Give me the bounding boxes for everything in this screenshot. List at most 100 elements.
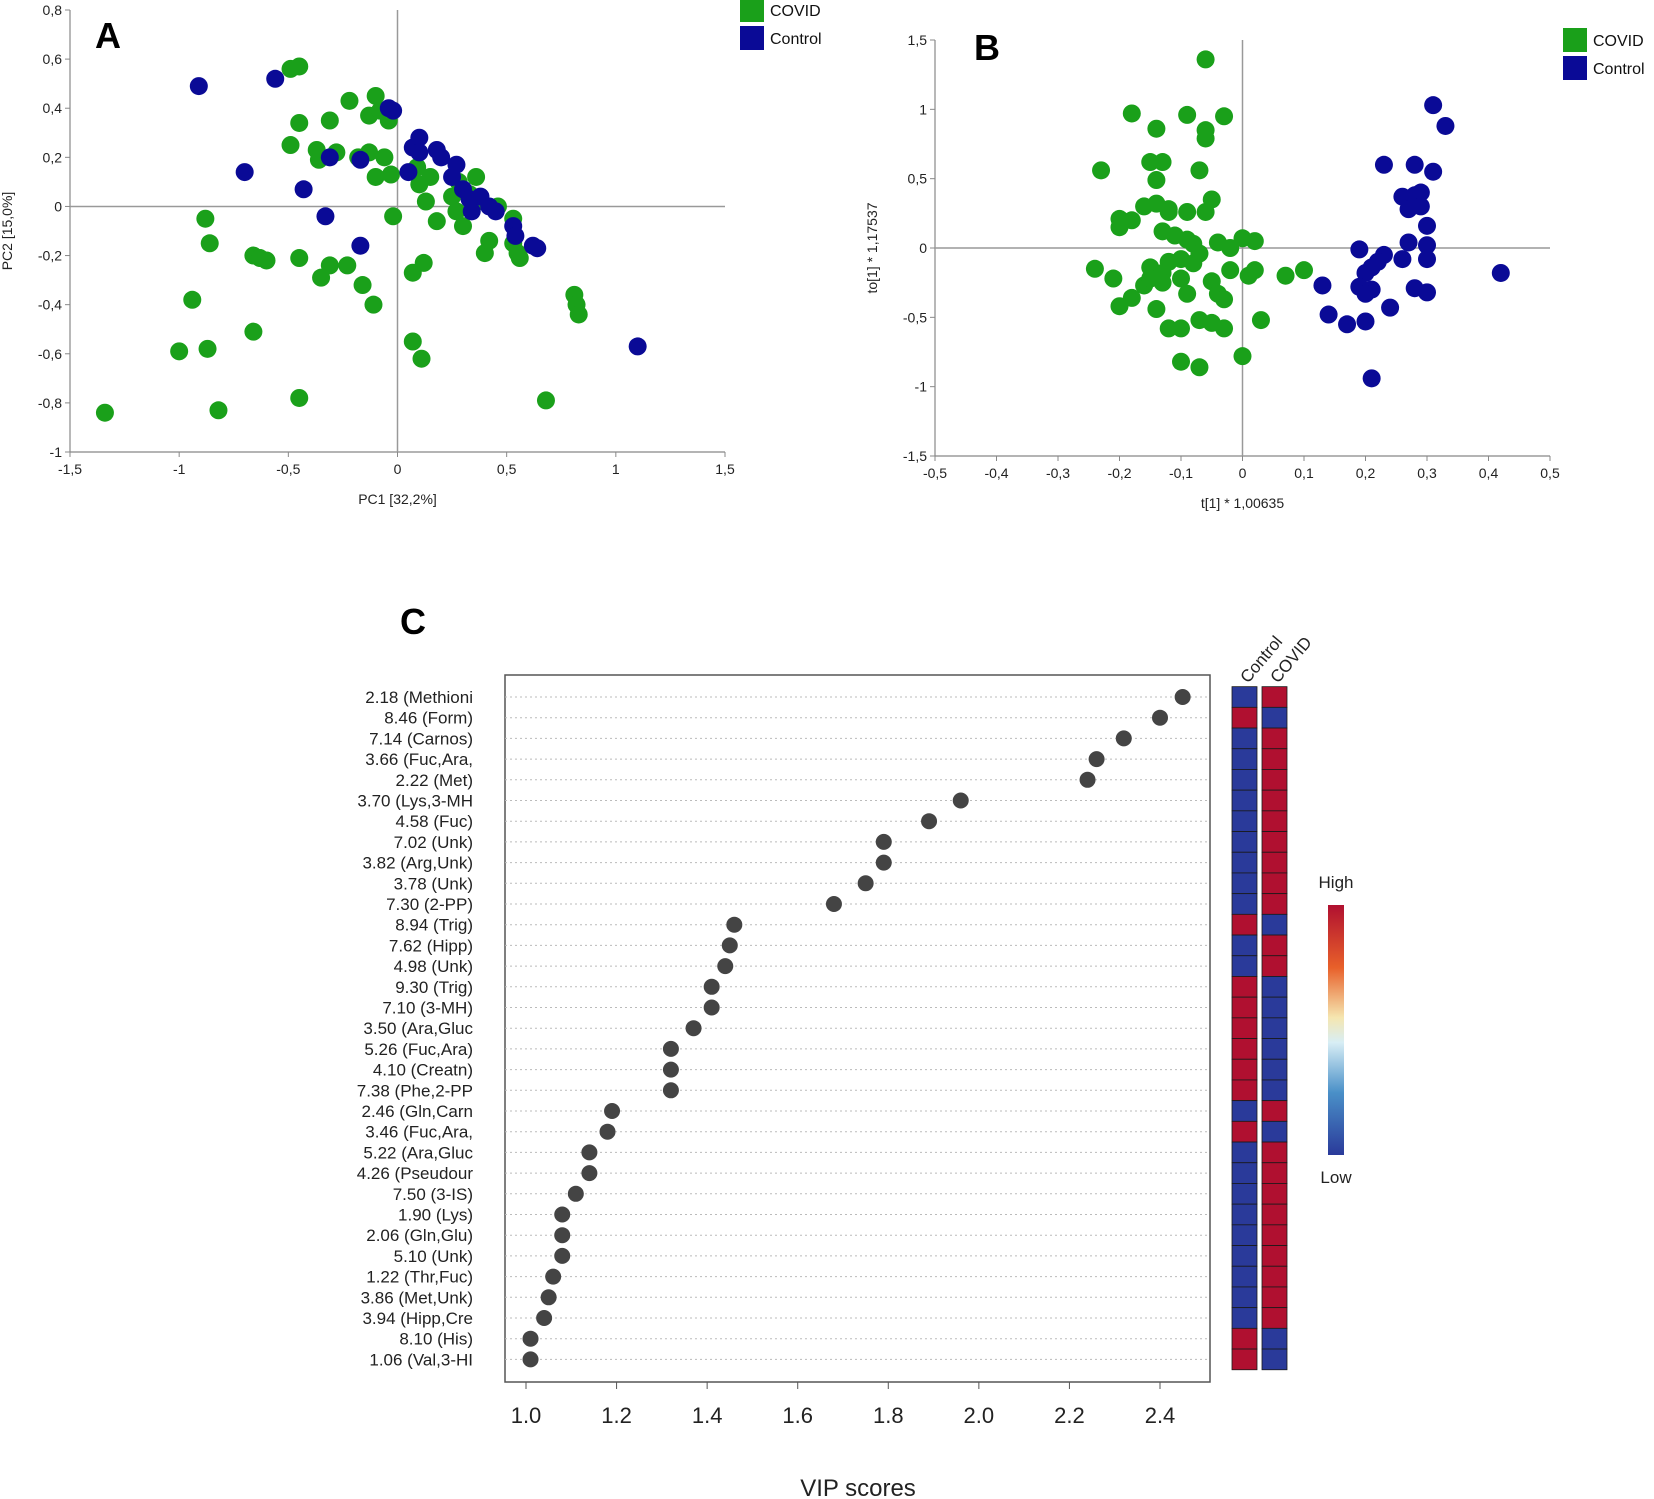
- heatmap-cell-covid: [1261, 1245, 1288, 1267]
- control-point: [266, 69, 285, 88]
- feature-label: 4.58 (Fuc): [396, 812, 473, 831]
- control-point: [628, 337, 647, 356]
- y-tick-label: 0: [54, 198, 62, 214]
- x-tick-label: 0,3: [1417, 465, 1437, 481]
- control-point: [528, 239, 547, 258]
- vip-point: [545, 1268, 562, 1285]
- covid-point: [1190, 358, 1209, 377]
- x-tick-label: 0,4: [1479, 465, 1499, 481]
- heatmap-cell-covid: [1261, 851, 1288, 874]
- covid-point: [1190, 244, 1209, 263]
- vip-point: [717, 958, 734, 975]
- x-tick-label: 1.6: [782, 1403, 813, 1428]
- vip-point: [567, 1185, 584, 1202]
- vip-point: [875, 833, 892, 850]
- covid-point: [364, 295, 383, 314]
- legend-swatch-covid: [740, 0, 764, 22]
- feature-label: 7.50 (3-IS): [393, 1185, 473, 1204]
- heatmap-cell-control: [1231, 810, 1258, 832]
- heatmap-cell-covid: [1261, 1058, 1288, 1081]
- pca-score-plot: -1,5 -1 -0,5 0 0,5 1 1,50,80,60,40,20-0,2-0,4-…: [0, 0, 822, 507]
- feature-label: 2.46 (Gln,Carn: [362, 1102, 474, 1121]
- heatmap-cell-control: [1231, 1286, 1258, 1309]
- heatmap-cell-control: [1231, 1120, 1258, 1143]
- control-point: [1356, 312, 1375, 331]
- x-tick-label: 1.4: [692, 1403, 723, 1428]
- heatmap-cell-covid: [1261, 934, 1288, 957]
- covid-point: [183, 290, 202, 309]
- control-point: [1418, 236, 1436, 255]
- legend-label-control: Control: [770, 31, 822, 48]
- feature-label: 4.26 (Pseudour: [357, 1164, 474, 1183]
- covid-point: [375, 148, 394, 167]
- y-tick-label: 0,5: [908, 171, 928, 187]
- legend-swatch-control: [740, 26, 764, 50]
- heatmap-cell-covid: [1261, 976, 1288, 998]
- feature-label: 7.02 (Unk): [394, 833, 473, 852]
- vip-point: [536, 1310, 553, 1326]
- vip-point: [921, 813, 938, 830]
- control-point: [1411, 183, 1430, 202]
- y-tick-label: 0: [919, 240, 927, 256]
- heatmap-cell-covid: [1261, 769, 1288, 791]
- covid-point: [1172, 269, 1190, 288]
- feature-label: 3.82 (Arg,Unk): [362, 854, 473, 873]
- feature-label: 1.90 (Lys): [398, 1206, 473, 1225]
- control-point: [320, 148, 339, 167]
- heatmap-cell-control: [1231, 1058, 1258, 1081]
- heatmap-cell-control: [1231, 1079, 1258, 1102]
- heatmap-cell-covid: [1261, 727, 1288, 750]
- covid-point: [1122, 104, 1141, 123]
- heatmap-cell-control: [1231, 727, 1258, 750]
- feature-label: 8.94 (Trig): [395, 916, 473, 935]
- legend-swatch-covid: [1563, 28, 1587, 52]
- x-tick-label: 1.8: [873, 1403, 904, 1428]
- feature-label: 3.86 (Met,Unk): [361, 1288, 473, 1307]
- control-point: [1338, 315, 1357, 334]
- covid-point: [1233, 347, 1252, 366]
- control-point: [1418, 216, 1436, 235]
- x-tick-label: -1: [173, 461, 186, 477]
- control-point: [506, 226, 525, 245]
- covid-point: [196, 209, 215, 228]
- heatmap-cell-covid: [1261, 706, 1288, 729]
- x-tick-label: 2.4: [1145, 1403, 1176, 1428]
- vip-point: [952, 792, 969, 809]
- heatmap-cell-covid: [1261, 1162, 1288, 1184]
- feature-label: 5.26 (Fuc,Ara): [364, 1040, 473, 1059]
- x-tick-label: -0,2: [1107, 465, 1131, 481]
- control-point: [1374, 155, 1393, 174]
- covid-point: [353, 276, 372, 295]
- vip-point: [554, 1227, 571, 1244]
- covid-point: [1215, 319, 1234, 338]
- y-tick-label: -0,8: [38, 395, 62, 411]
- covid-point: [1215, 290, 1234, 309]
- vip-point: [825, 896, 842, 912]
- feature-label: 3.66 (Fuc,Ara,: [365, 750, 473, 769]
- covid-point: [1147, 119, 1166, 138]
- covid-point: [290, 57, 309, 76]
- feature-label: 5.22 (Ara,Gluc: [363, 1143, 473, 1162]
- covid-point: [467, 167, 486, 186]
- heatmap-cell-control: [1231, 831, 1258, 853]
- heatmap-cell-control: [1231, 851, 1258, 874]
- covid-point: [1104, 269, 1123, 288]
- control-point: [1319, 305, 1338, 324]
- covid-point: [1196, 50, 1215, 69]
- heatmap-cell-covid: [1261, 1120, 1288, 1143]
- vip-point: [581, 1165, 598, 1182]
- x-tick-label: 0,5: [497, 461, 517, 477]
- covid-point: [1085, 259, 1104, 278]
- control-point: [1313, 276, 1332, 295]
- covid-point: [320, 111, 339, 130]
- heatmap-cell-covid: [1261, 1038, 1288, 1060]
- feature-label: 2.22 (Met): [396, 771, 473, 790]
- control-point: [1405, 155, 1424, 174]
- heatmap-cell-control: [1231, 934, 1258, 957]
- heatmap-cell-control: [1231, 1183, 1258, 1205]
- covid-point: [1153, 153, 1172, 172]
- feature-label: 4.98 (Unk): [394, 957, 473, 976]
- covid-point: [209, 401, 228, 420]
- panel-label: A: [95, 15, 121, 56]
- x-tick-label: 2.0: [964, 1403, 995, 1428]
